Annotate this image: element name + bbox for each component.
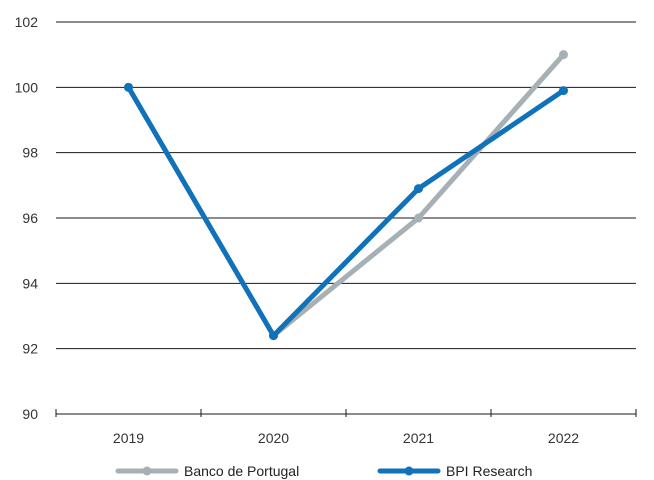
legend-label: Banco de Portugal <box>184 463 299 479</box>
data-point <box>124 82 133 92</box>
gridlines <box>56 21 636 350</box>
x-axis: 2019 2020 2021 2022 <box>55 409 637 446</box>
legend-label: BPI Research <box>446 463 532 479</box>
data-point <box>414 184 423 194</box>
series-layer <box>124 50 568 341</box>
y-tick-label: 96 <box>22 210 38 226</box>
x-tick-label: 2021 <box>403 430 434 446</box>
series-line-1 <box>126 84 566 339</box>
legend-marker <box>404 466 414 476</box>
y-tick-label: 90 <box>22 406 38 422</box>
data-point <box>559 50 568 60</box>
data-point <box>559 86 568 96</box>
y-tick-label: 100 <box>15 79 39 95</box>
data-point <box>269 331 278 341</box>
x-tick-label: 2022 <box>548 430 579 446</box>
y-tick-label: 94 <box>22 275 38 291</box>
legend: Banco de Portugal BPI Research <box>115 463 532 479</box>
x-tick-label: 2020 <box>258 430 289 446</box>
legend-marker <box>142 466 152 476</box>
y-tick-label: 92 <box>22 341 38 357</box>
data-point <box>414 213 423 223</box>
x-tick-label: 2019 <box>113 430 144 446</box>
y-tick-label: 102 <box>15 14 39 30</box>
y-tick-label: 98 <box>22 145 38 161</box>
y-axis: 90 92 94 96 98 100 102 <box>15 14 39 422</box>
